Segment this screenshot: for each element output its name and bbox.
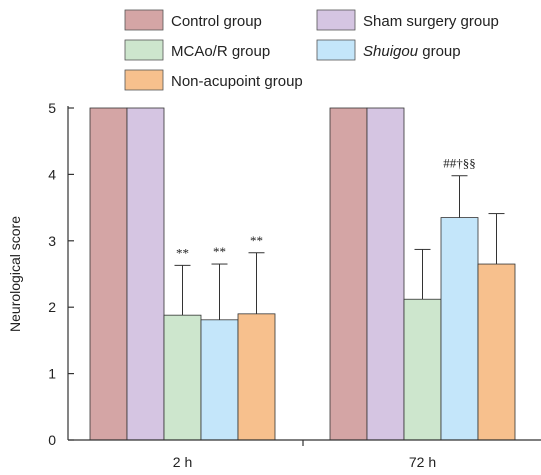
y-tick-label-3: 3 [48, 233, 56, 249]
legend-label-mcao-r-group: MCAo/R group [171, 43, 270, 60]
significance-label-shuigou-group-2-h: ** [213, 244, 226, 259]
bar-mcao-r-group-2-h [163, 314, 202, 441]
bar-control-group-2-h [89, 107, 128, 441]
y-tick-label-2: 2 [48, 299, 56, 315]
bar-non-acupoint-group-72-h [477, 263, 516, 441]
plot-area: ** ** ** ##†§§ [89, 107, 516, 441]
legend-swatch-non-acupoint-group [124, 69, 164, 91]
significance-label-non-acupoint-group-2-h: ** [250, 233, 263, 248]
bar-mcao-r-group-72-h [403, 298, 442, 441]
x-tick-label-2-h: 2 h [173, 454, 192, 470]
legend-swatch-sham-surgery-group [316, 9, 356, 31]
y-tick-label-0: 0 [48, 432, 56, 448]
bar-sham-surgery-group-72-h [366, 107, 405, 441]
y-tick-label-5: 5 [48, 100, 56, 116]
legend-label-non-acupoint-group: Non-acupoint group [171, 73, 303, 90]
y-tick-label-1: 1 [48, 366, 56, 382]
axes: 2 h 72 h 0 1 2 3 4 5 Neurological score [7, 100, 541, 470]
bar-sham-surgery-group-2-h [126, 107, 165, 441]
bar-shuigou-group-2-h [200, 319, 239, 441]
legend-swatch-mcao-r-group [124, 39, 164, 61]
legend-label-sham-surgery-group: Sham surgery group [363, 13, 499, 30]
bar-non-acupoint-group-2-h [237, 313, 276, 441]
legend-swatch-shuigou-group [316, 39, 356, 61]
significance-label-mcao-r-group-2-h: ** [176, 245, 189, 260]
legend: Control group Sham surgery group MCAo/R gr… [124, 9, 499, 91]
legend-label-control-group: Control group [171, 13, 262, 30]
bar-shuigou-group-72-h [440, 217, 479, 441]
legend-swatch-control-group [124, 9, 164, 31]
y-axis-label: Neurological score [7, 216, 23, 332]
significance-label-shuigou-group-72-h: ##†§§ [443, 156, 476, 171]
bar-control-group-72-h [329, 107, 368, 441]
x-tick-label-72-h: 72 h [409, 454, 436, 470]
legend-label-shuigou-group: Shuigou group [363, 43, 461, 60]
y-tick-label-4: 4 [48, 166, 56, 182]
